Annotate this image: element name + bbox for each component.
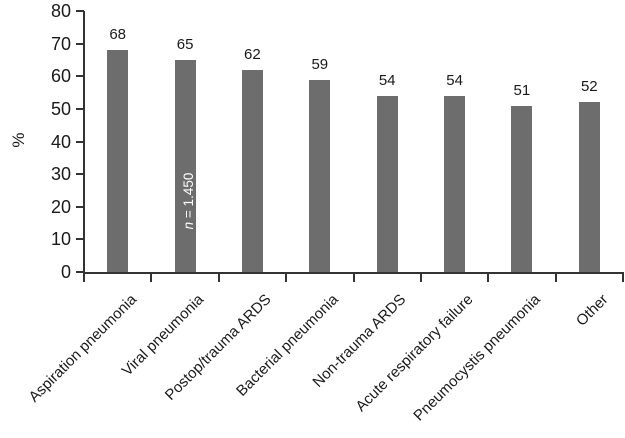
annotation-n-symbol: n (181, 221, 196, 230)
bar (511, 105, 533, 272)
bar-value-label: 54 (446, 71, 463, 89)
x-tick (554, 273, 557, 282)
sample-size-annotation: n = 1.450 (181, 172, 196, 230)
y-tick-label: 50 (50, 98, 71, 119)
x-tick (419, 273, 422, 282)
bar-value-label: 68 (109, 26, 127, 44)
bar-value-label: 62 (244, 45, 261, 63)
y-tick-label: 60 (50, 66, 71, 87)
bar-value-label: 51 (513, 81, 531, 99)
y-tick (76, 173, 84, 176)
bar (578, 102, 600, 272)
bar-value-label: 59 (311, 55, 329, 73)
y-tick (76, 107, 84, 110)
bar-value-label: 54 (378, 71, 396, 89)
x-tick (285, 273, 288, 282)
category-label: Acute respiratory failure (352, 291, 477, 416)
x-tick (622, 273, 624, 282)
x-tick (352, 273, 355, 282)
bar-value-label: 65 (176, 35, 194, 53)
category-label: Pneumocystis pneumonia (410, 291, 544, 425)
x-tick (83, 273, 85, 282)
y-tick-label: 20 (50, 196, 71, 217)
y-axis-line (83, 11, 85, 282)
y-tick (76, 75, 84, 78)
y-tick (76, 42, 84, 45)
bar (444, 95, 466, 272)
bar (309, 79, 331, 272)
y-tick-label: 30 (50, 164, 71, 185)
bar (376, 95, 398, 272)
y-tick (76, 205, 84, 208)
y-tick-label: 0 (60, 262, 71, 282)
y-tick (76, 140, 84, 143)
y-tick (76, 10, 84, 12)
y-tick-label: 70 (50, 33, 71, 54)
bar (107, 50, 129, 272)
category-label: Aspiration pneumonia (25, 291, 140, 406)
y-tick (76, 238, 84, 241)
x-tick (150, 273, 153, 282)
y-tick-label: 10 (50, 229, 71, 250)
category-label: Other (572, 291, 612, 330)
bar (174, 59, 196, 272)
y-tick-label: 40 (50, 131, 71, 152)
bar-value-label: 52 (580, 78, 598, 96)
x-tick (217, 273, 220, 282)
bar (241, 69, 263, 272)
annotation-n-value: = 1.450 (181, 172, 196, 222)
y-tick (76, 271, 84, 273)
y-tick-label: 80 (50, 1, 71, 21)
x-tick (487, 273, 490, 282)
